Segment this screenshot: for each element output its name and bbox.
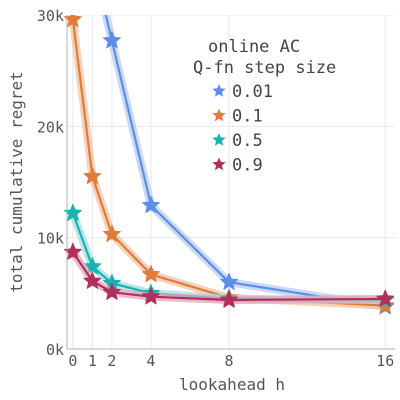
- data-point-1-1: [83, 166, 102, 185]
- x-axis-title: lookahead h: [179, 375, 285, 394]
- data-point-1-2: [102, 224, 121, 243]
- legend-marker: [212, 157, 226, 171]
- data-point-0-2: [220, 272, 239, 290]
- legend: online AC Q-fn step size 0.01 0.1 0.5 0.9: [193, 37, 336, 176]
- data-point-3-4: [220, 290, 239, 308]
- legend-title-line-1: online AC: [208, 37, 300, 57]
- x-tick-label: 0: [68, 352, 77, 370]
- data-point-3-5: [376, 289, 395, 307]
- tick-labels: 0 1 2 4 8 16 0k 10k 20k 30k: [37, 7, 394, 370]
- data-point-0-0: [102, 31, 121, 49]
- data-point-3-0: [63, 242, 82, 260]
- legend-entry: 0.5: [212, 131, 263, 151]
- data-point-1-0: [63, 10, 82, 28]
- legend-entry: 0.1: [212, 107, 263, 127]
- series-line-3: [71, 251, 386, 302]
- data-point-2-1: [83, 257, 102, 275]
- legend-entry: 0.9: [212, 156, 263, 176]
- series-layer: [63, 2, 395, 315]
- legend-label: 0.1: [232, 107, 263, 127]
- x-tick-label: 1: [88, 352, 97, 370]
- axes: [66, 0, 400, 350]
- data-point-0-1: [141, 195, 160, 214]
- y-tick-label: 10k: [37, 230, 64, 248]
- legend-label: 0.01: [232, 82, 273, 102]
- y-tick-label: 30k: [37, 7, 64, 25]
- series-3: [63, 242, 395, 308]
- x-tick-label: 8: [225, 352, 234, 370]
- data-point-1-3: [141, 264, 160, 283]
- legend-marker: [212, 108, 226, 122]
- legend-entry: 0.01: [212, 82, 273, 102]
- y-tick-label: 20k: [37, 118, 64, 136]
- data-point-3-2: [102, 282, 121, 300]
- top-mask: [67, 0, 400, 15]
- legend-marker: [212, 133, 226, 146]
- x-tick-label: 4: [146, 352, 155, 370]
- y-axis-title: total cumulative regret: [7, 71, 26, 293]
- x-tick-label: 16: [376, 352, 394, 370]
- legend-label: 0.9: [232, 156, 263, 176]
- legend-label: 0.5: [232, 131, 263, 151]
- y-tick-label: 0k: [46, 341, 64, 359]
- legend-entries: 0.01 0.1 0.5 0.9: [212, 82, 273, 176]
- x-tick-label: 2: [107, 352, 116, 370]
- data-point-3-3: [141, 287, 160, 305]
- legend-marker: [212, 84, 226, 97]
- data-point-3-1: [83, 271, 102, 289]
- data-point-2-0: [63, 203, 82, 221]
- legend-title-line-2: Q-fn step size: [193, 58, 336, 78]
